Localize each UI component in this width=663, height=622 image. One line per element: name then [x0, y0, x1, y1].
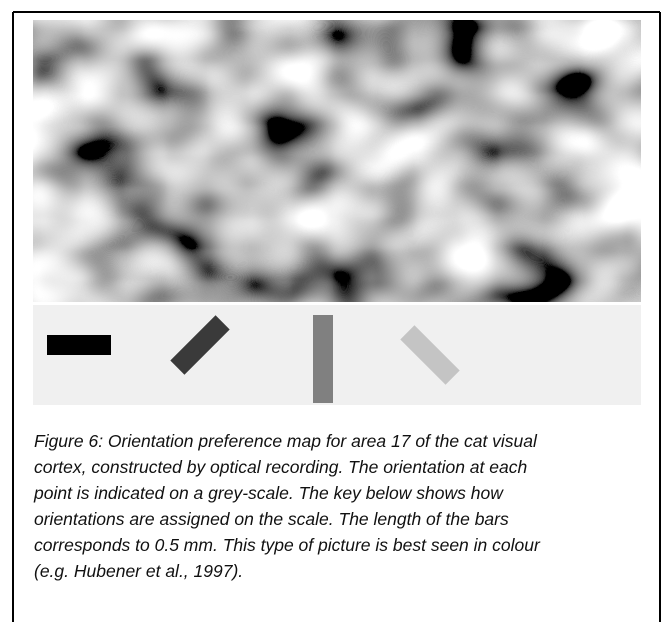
orientation-map: [33, 20, 641, 302]
caption-line: corresponds to 0.5 mm. This type of pict…: [34, 534, 540, 556]
key-bar-vertical: [313, 315, 333, 403]
key-background: [33, 305, 641, 405]
caption-line: Figure 6: Orientation preference map for…: [34, 430, 537, 452]
caption-line: cortex, constructed by optical recording…: [34, 456, 527, 478]
page: Figure 6: Orientation preference map for…: [0, 0, 663, 622]
caption-line: point is indicated on a grey-scale. The …: [34, 482, 503, 504]
key-bar-horizontal: [47, 335, 111, 355]
caption-line: (e.g. Hubener et al., 1997).: [34, 560, 243, 582]
caption-line: orientations are assigned on the scale. …: [34, 508, 509, 530]
